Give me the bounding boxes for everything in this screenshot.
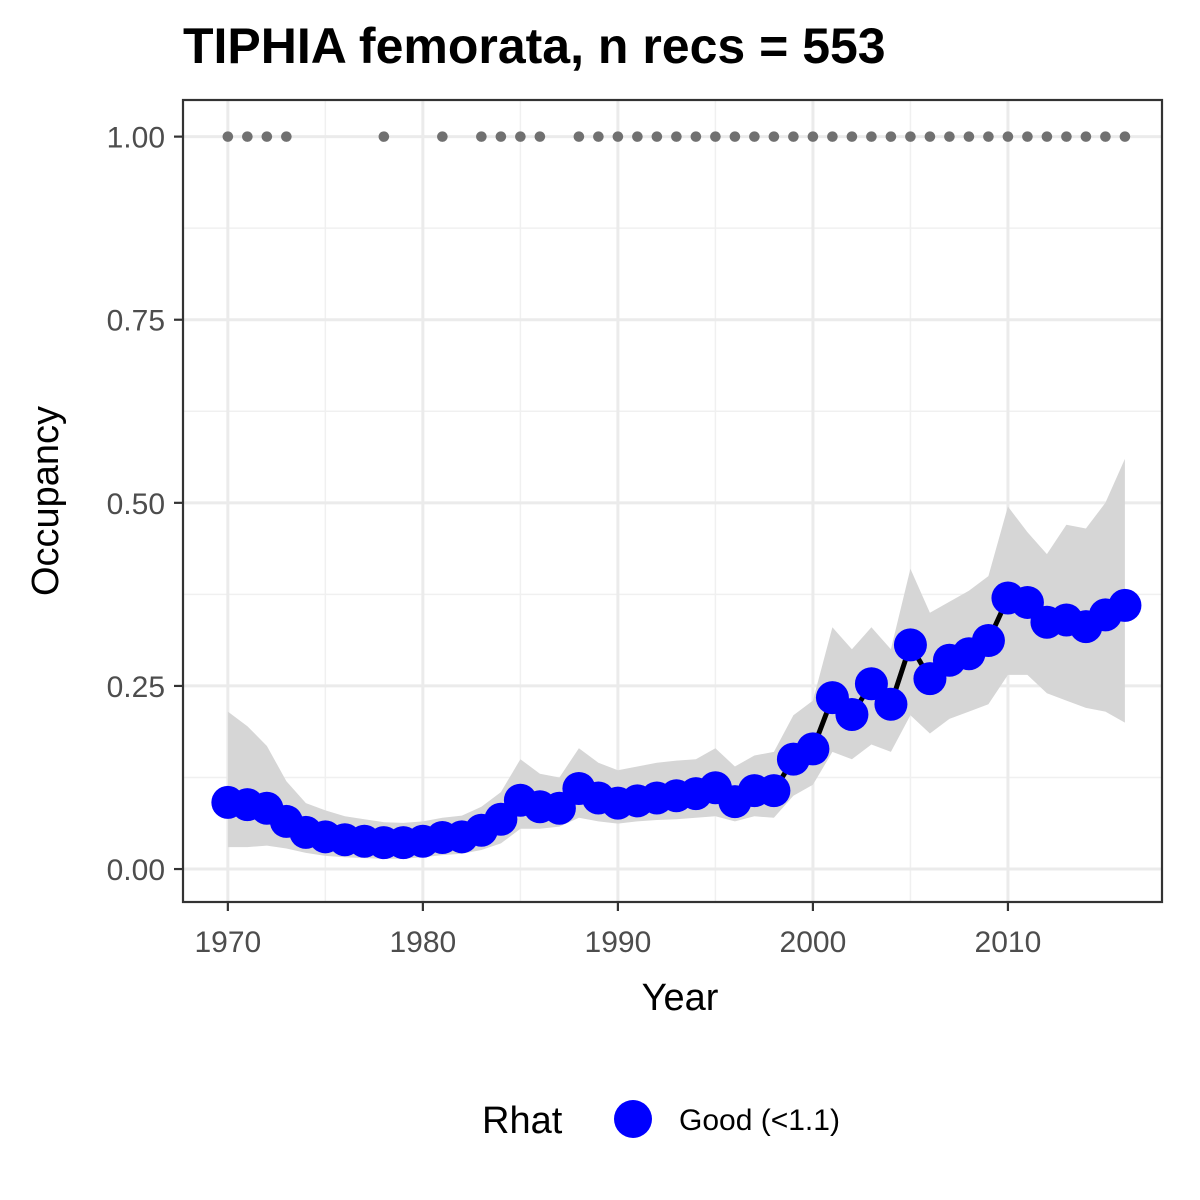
x-tick-label: 2010 — [975, 926, 1042, 959]
x-axis-title: Year — [642, 977, 719, 1019]
y-axis: 0.00 0.25 0.50 0.75 1.00 — [107, 122, 183, 887]
record-point — [749, 131, 760, 142]
record-point — [261, 131, 273, 142]
data-point — [835, 698, 869, 732]
record-point — [378, 131, 390, 142]
data-point — [1108, 588, 1142, 622]
x-tick-label: 2000 — [780, 926, 847, 959]
record-point — [710, 131, 721, 142]
legend-key-good — [614, 1100, 652, 1138]
record-point — [905, 131, 916, 142]
record-point — [983, 131, 994, 142]
y-tick-label: 0.50 — [107, 488, 165, 521]
record-point — [924, 131, 936, 142]
record-point — [788, 131, 799, 142]
record-point — [281, 131, 292, 142]
x-tick-label: 1980 — [389, 926, 456, 959]
record-point — [846, 131, 858, 142]
record-point — [1022, 131, 1033, 142]
record-point — [807, 131, 819, 142]
record-points — [222, 131, 1131, 142]
record-point — [534, 131, 546, 142]
record-point — [651, 131, 663, 142]
record-point — [495, 131, 507, 142]
record-point — [671, 131, 682, 142]
record-point — [885, 131, 897, 142]
legend-label-good: Good (<1.1) — [679, 1104, 840, 1137]
record-point — [768, 131, 780, 142]
record-point — [1061, 131, 1072, 142]
plot-border — [181, 98, 1164, 904]
data-point — [874, 687, 908, 721]
record-point — [729, 131, 741, 142]
y-axis-title: Occupancy — [25, 406, 67, 596]
record-point — [866, 131, 877, 142]
x-tick-label: 1970 — [194, 926, 261, 959]
record-point — [632, 131, 643, 142]
record-point — [1002, 131, 1014, 142]
x-tick-label: 1990 — [585, 926, 652, 959]
y-tick-label: 0.25 — [107, 671, 165, 704]
record-point — [593, 131, 604, 142]
record-point — [573, 131, 585, 142]
record-point — [515, 131, 526, 142]
y-tick-label: 1.00 — [107, 122, 165, 155]
record-point — [690, 131, 702, 142]
occupancy-points — [211, 581, 1142, 860]
data-point — [854, 667, 888, 701]
record-point — [1119, 131, 1131, 142]
y-tick-label: 0.00 — [107, 854, 165, 887]
data-point — [893, 628, 927, 662]
y-tick-label: 0.75 — [107, 305, 165, 338]
legend: Rhat Good (<1.1) — [482, 1100, 840, 1142]
record-point — [827, 131, 838, 142]
record-point — [437, 131, 448, 142]
record-point — [1100, 131, 1111, 142]
record-point — [963, 131, 975, 142]
record-point — [1080, 131, 1092, 142]
data-point — [796, 732, 830, 766]
x-axis: 1970 1980 1990 2000 2010 — [194, 902, 1041, 959]
record-point — [222, 131, 234, 142]
data-point — [757, 774, 791, 808]
grid-lines — [183, 100, 1162, 902]
record-point — [1041, 131, 1053, 142]
record-point — [944, 131, 955, 142]
chart-title: TIPHIA femorata, n recs = 553 — [183, 18, 886, 74]
data-point — [971, 624, 1005, 658]
record-point — [476, 131, 487, 142]
record-point — [242, 131, 253, 142]
legend-title: Rhat — [482, 1100, 563, 1142]
record-point — [612, 131, 624, 142]
